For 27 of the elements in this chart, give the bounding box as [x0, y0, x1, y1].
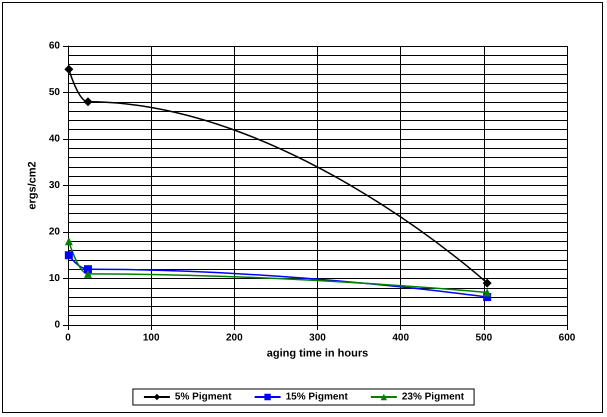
point — [83, 97, 92, 106]
y-tick-label: 60 — [48, 40, 60, 52]
x-tick-label: 0 — [65, 332, 72, 344]
x-tick-label: 600 — [558, 332, 576, 344]
y-tick-label: 30 — [48, 180, 60, 191]
x-tick-label: 300 — [309, 332, 326, 344]
y-tick-label: 10 — [48, 273, 60, 284]
x-axis-title: aging time in hours — [266, 347, 368, 360]
legend-label: 15% Pigment — [286, 392, 349, 402]
point — [64, 64, 74, 74]
point — [64, 237, 73, 246]
y-axis-title: ergs/cm2 — [26, 161, 38, 210]
x-tick-label: 400 — [392, 332, 410, 344]
point — [482, 278, 492, 288]
legend-label: 23% Pigment — [402, 392, 465, 402]
legend-label: 5% Pigment — [174, 392, 232, 402]
y-tick-label: 40 — [48, 134, 60, 144]
point — [84, 265, 92, 274]
point — [64, 251, 73, 260]
x-tick-label: 100 — [142, 332, 160, 344]
point — [483, 288, 492, 296]
x-tick-label: 500 — [475, 332, 493, 344]
y-tick-label: 0 — [54, 320, 60, 330]
y-tick-label: 50 — [48, 87, 60, 98]
x-tick-label: 200 — [226, 332, 244, 344]
y-tick-label: 20 — [48, 226, 60, 238]
point — [84, 270, 92, 278]
